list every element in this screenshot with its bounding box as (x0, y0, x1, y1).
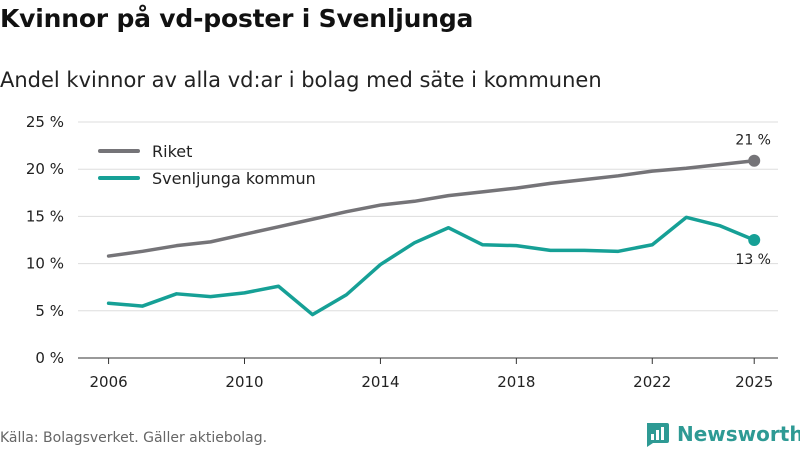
chart-subtitle: Andel kvinnor av alla vd:ar i bolag med … (0, 68, 602, 92)
source-note: Källa: Bolagsverket. Gäller aktiebolag. (0, 430, 268, 446)
y-tick-label: 25 % (26, 113, 64, 131)
x-tick-label: 2018 (497, 373, 535, 391)
legend-label-riket: Riket (152, 142, 192, 161)
y-tick-label: 10 % (26, 255, 64, 273)
series-line-kommun (106, 215, 756, 317)
y-tick-label: 0 % (35, 349, 64, 367)
x-tick-label: 2025 (735, 373, 773, 391)
series-endpoint-kommun (748, 234, 761, 246)
x-tick-label: 2010 (225, 373, 263, 391)
series-end-label-kommun: 13 % (735, 252, 771, 268)
chart-title: Kvinnor på vd-poster i Svenljunga (0, 4, 474, 33)
series-line-riket (106, 158, 756, 258)
y-tick-label: 20 % (26, 160, 64, 178)
y-tick-label: 5 % (35, 302, 64, 320)
series-endpoint-riket (748, 154, 761, 167)
y-tick-label: 15 % (26, 207, 64, 225)
x-tick-label: 2006 (89, 373, 127, 391)
brand-name: Newsworthy (677, 422, 800, 446)
series-end-label-riket: 21 % (735, 133, 771, 149)
newsworthy-icon (647, 423, 669, 447)
legend-label-kommun: Svenljunga kommun (152, 169, 316, 188)
x-tick-label: 2022 (633, 373, 671, 391)
newsworthy-logo: Newsworthy (644, 420, 800, 448)
x-tick-label: 2014 (361, 373, 399, 391)
